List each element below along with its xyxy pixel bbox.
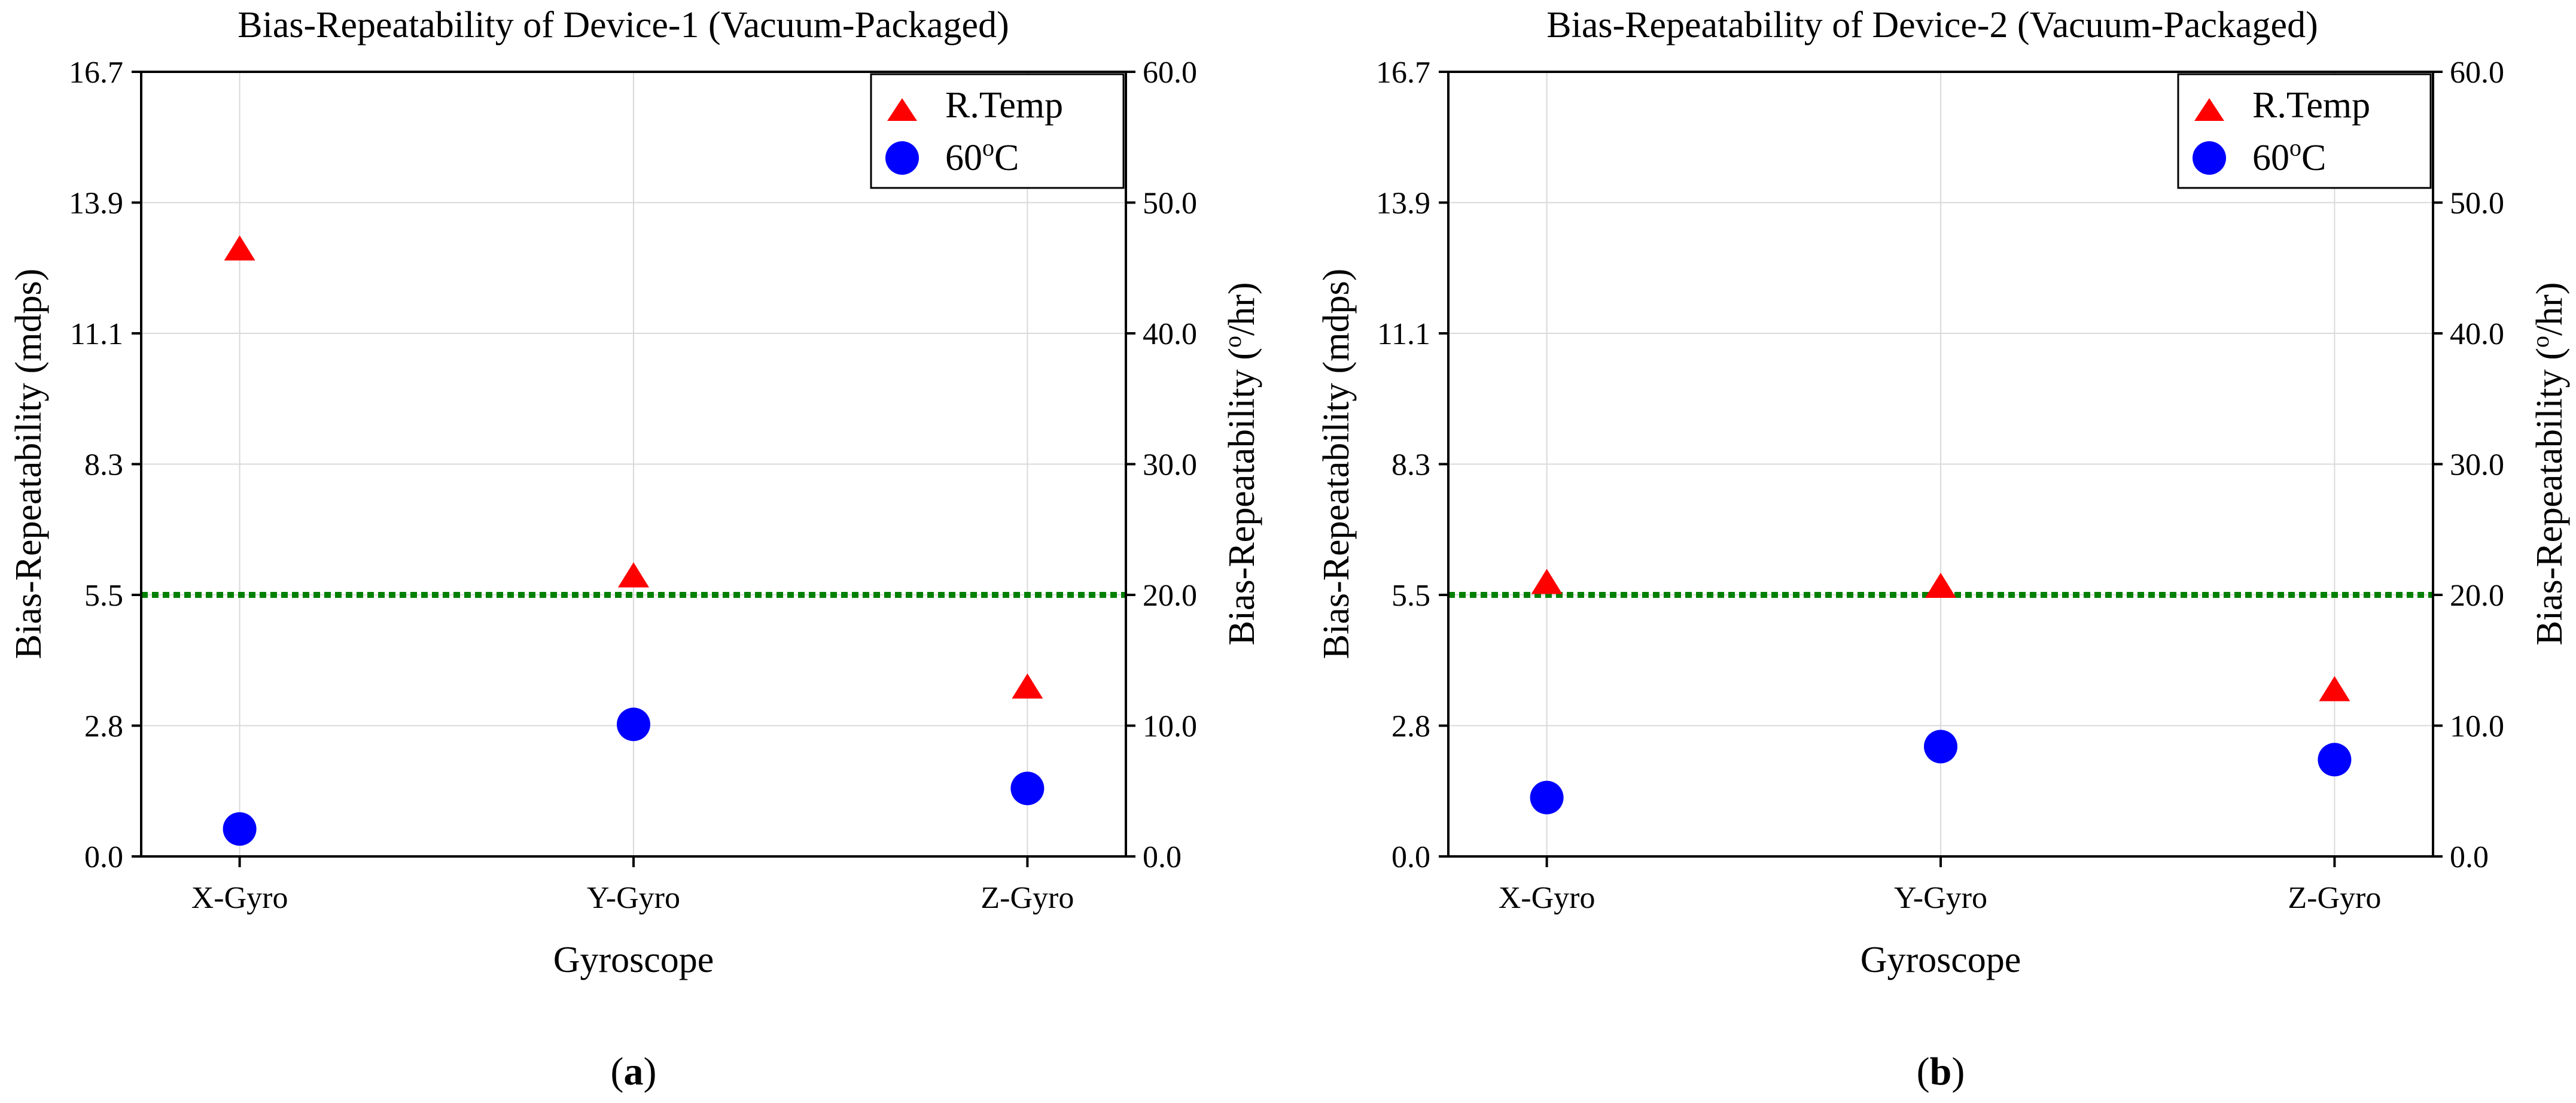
x-axis-label: Gyroscope	[553, 940, 714, 980]
data-point-60c-x-gyro	[1530, 780, 1564, 815]
y-axis-label-right: Bias-Repeatability (o/hr)	[1219, 282, 1262, 645]
legend: R.Temp 60oC	[870, 73, 1125, 189]
chart-title: Bias-Repeatability of Device-2 (Vacuum-P…	[1546, 5, 2318, 45]
legend-label-60c-unit: C	[994, 138, 1019, 178]
data-point-60c-y-gyro	[617, 707, 650, 742]
data-marks	[1530, 569, 2352, 815]
y-tick-label-left: 0.0	[84, 840, 123, 874]
data-point-rtemp-z-gyro	[1012, 673, 1043, 699]
legend-label-rtemp: R.Temp	[2252, 85, 2370, 126]
caption-open-paren: (	[1917, 1050, 1930, 1093]
axis-ticks: X-Gyro Y-Gyro Z-Gyro 0.0 0.0 2.8 10.0 5.5 20.0 8.…	[69, 56, 1197, 915]
caption-open-paren: (	[611, 1050, 624, 1093]
y-tick-label-left: 5.5	[84, 579, 123, 613]
legend-marker-circle	[2193, 141, 2226, 175]
y-tick-label-right: 20.0	[1143, 579, 1197, 613]
data-point-rtemp-y-gyro	[618, 562, 649, 588]
y-tick-label-right: 10.0	[1143, 710, 1197, 744]
y-tick-label-left: 5.5	[1391, 579, 1430, 613]
data-point-rtemp-x-gyro	[1531, 569, 1563, 594]
caption-close-paren: )	[644, 1050, 657, 1093]
panel-caption-b: (b)	[1917, 1050, 1965, 1093]
x-tick-label: Z-Gyro	[981, 881, 1074, 915]
caption-close-paren: )	[1951, 1050, 1965, 1093]
y-tick-label-right: 60.0	[2450, 56, 2504, 90]
x-tick-label: X-Gyro	[1499, 881, 1595, 915]
x-tick-label: Y-Gyro	[1894, 881, 1987, 915]
legend-label-60c: 60oC	[945, 134, 1019, 178]
y-axis-label-left: Bias-Repeatability (mdps)	[1316, 269, 1357, 660]
y-tick-label-left: 0.0	[1391, 840, 1430, 874]
x-tick-label: Y-Gyro	[587, 881, 680, 915]
chart-panel-a: Bias-Repeatability of Device-1 (Vacuum-P…	[8, 5, 1262, 1093]
y-tick-label-right: 40.0	[2450, 317, 2504, 351]
y-tick-label-right: 30.0	[1143, 448, 1197, 482]
data-point-rtemp-x-gyro	[224, 235, 255, 261]
y-tick-label-left: 16.7	[69, 56, 123, 90]
chart-title: Bias-Repeatability of Device-1 (Vacuum-P…	[237, 5, 1009, 45]
y-axis-label-left: Bias-Repeatability (mdps)	[8, 269, 49, 660]
data-marks	[223, 235, 1045, 846]
panel-caption-a: (a)	[611, 1050, 657, 1093]
legend-label-60c: 60oC	[2252, 134, 2326, 178]
y-tick-label-left: 16.7	[1376, 56, 1430, 90]
data-point-60c-z-gyro	[1010, 771, 1045, 806]
data-point-60c-x-gyro	[223, 812, 257, 846]
y-tick-label-left: 2.8	[1391, 710, 1430, 744]
y-tick-label-left: 11.1	[70, 317, 123, 351]
legend-label-60c-sup: o	[982, 134, 994, 161]
y-tick-label-right: 0.0	[1143, 840, 1182, 874]
y-tick-label-right: 50.0	[2450, 187, 2504, 221]
y-axis-label-right-suffix: /hr)	[2529, 282, 2570, 336]
y-tick-label-right: 10.0	[2450, 710, 2504, 744]
x-tick-label: X-Gyro	[191, 881, 288, 915]
degree-superscript: o	[2527, 336, 2554, 348]
y-tick-label-right: 20.0	[2450, 579, 2504, 613]
y-tick-label-right: 40.0	[1143, 317, 1197, 351]
data-point-rtemp-y-gyro	[1925, 573, 1956, 598]
legend-label-60c-num: 60	[945, 138, 982, 178]
legend-marker-triangle	[2194, 98, 2224, 121]
chart-panel-b: Bias-Repeatability of Device-2 (Vacuum-P…	[1316, 5, 2570, 1093]
legend-marker-triangle	[887, 98, 917, 121]
y-tick-label-right: 0.0	[2450, 840, 2489, 874]
legend-label-60c-unit: C	[2301, 138, 2326, 178]
data-point-rtemp-z-gyro	[2319, 676, 2350, 701]
data-point-60c-y-gyro	[1924, 730, 1957, 764]
y-tick-label-left: 13.9	[1376, 187, 1430, 221]
axis-ticks: X-Gyro Y-Gyro Z-Gyro 0.0 0.0 2.8 10.0 5.5 20.0 8.…	[1376, 56, 2504, 915]
legend-marker-circle	[885, 141, 919, 175]
y-tick-label-right: 60.0	[1143, 56, 1197, 90]
degree-superscript: o	[1219, 336, 1246, 348]
data-point-60c-z-gyro	[2318, 743, 2352, 777]
legend: R.Temp 60oC	[2177, 73, 2432, 189]
y-tick-label-right: 50.0	[1143, 187, 1197, 221]
caption-letter: b	[1930, 1050, 1952, 1093]
legend-label-60c-num: 60	[2252, 138, 2289, 178]
legend-label-rtemp: R.Temp	[945, 85, 1063, 126]
y-tick-label-left: 8.3	[1391, 448, 1430, 482]
x-axis-label: Gyroscope	[1861, 940, 2021, 980]
x-tick-label: Z-Gyro	[2288, 881, 2381, 915]
y-axis-label-right-prefix: Bias-Repeatability (	[1222, 348, 1262, 646]
y-tick-label-left: 13.9	[69, 187, 123, 221]
y-axis-label-right: Bias-Repeatability (o/hr)	[2527, 282, 2570, 645]
y-axis-label-right-suffix: /hr)	[1222, 282, 1262, 336]
y-tick-label-right: 30.0	[2450, 448, 2504, 482]
legend-label-60c-sup: o	[2289, 134, 2301, 161]
y-axis-label-right-prefix: Bias-Repeatability (	[2529, 348, 2570, 646]
y-tick-label-left: 2.8	[84, 710, 123, 744]
y-tick-label-left: 8.3	[84, 448, 123, 482]
y-tick-label-left: 11.1	[1377, 317, 1430, 351]
caption-letter: a	[624, 1050, 644, 1093]
